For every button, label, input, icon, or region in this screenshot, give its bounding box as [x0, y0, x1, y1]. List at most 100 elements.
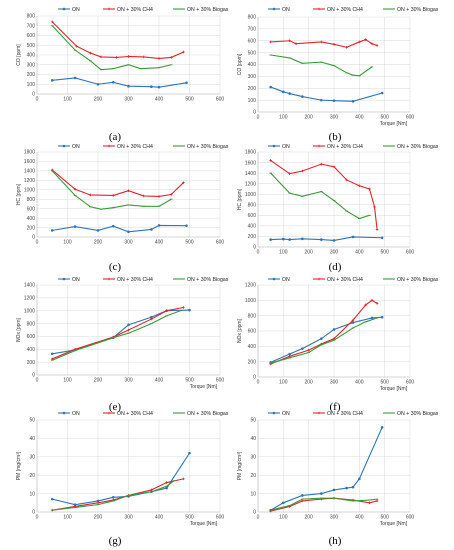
y-tick-label: 1400 — [245, 171, 256, 177]
series-line-1 — [270, 299, 378, 365]
y-tick-label: 1800 — [245, 150, 256, 156]
data-point — [127, 230, 130, 234]
data-point — [142, 55, 146, 59]
data-point — [351, 321, 355, 324]
data-point — [182, 181, 185, 184]
data-point — [320, 98, 323, 102]
legend-label: ON — [72, 144, 80, 150]
chart-c: 0 200 400 600 800 1000 1200 1400 1600 1800 0 100 200… — [16, 144, 229, 273]
data-point — [269, 40, 272, 44]
legend-marker — [272, 7, 276, 11]
y-tick-label: 40 — [250, 436, 256, 442]
data-point — [288, 238, 291, 241]
legend-label: ON + 30% Biogas — [187, 411, 229, 417]
data-point — [111, 194, 115, 197]
data-point — [50, 352, 54, 356]
y-tick-label: 1000 — [245, 298, 256, 304]
y-tick-label: 0 — [32, 373, 35, 379]
data-point — [185, 224, 188, 227]
y-tick-label: 1200 — [245, 181, 256, 187]
y-tick-label: 1400 — [24, 283, 35, 289]
x-tick-label: 600 — [216, 515, 225, 521]
legend-marker — [107, 144, 111, 148]
data-point — [142, 194, 146, 198]
legend-label: ON + 30% Biogas — [397, 411, 439, 417]
data-point — [73, 503, 77, 506]
legend-label: ON + 30% CH4 — [327, 411, 363, 417]
y-tick-label: 200 — [248, 359, 257, 365]
data-point — [127, 328, 130, 332]
data-point — [370, 316, 374, 320]
data-point — [169, 56, 173, 59]
x-tick-label: 500 — [380, 115, 389, 121]
y-tick-label: 1200 — [24, 296, 35, 302]
legend-marker — [62, 277, 66, 281]
legend-marker — [272, 411, 276, 415]
data-point — [96, 82, 100, 86]
x-axis-label: Torque [Nm] — [380, 386, 408, 392]
data-point — [368, 187, 371, 191]
y-tick-label: 20 — [29, 473, 35, 479]
x-tick-label: 400 — [155, 97, 164, 103]
x-tick-label: 600 — [216, 97, 225, 103]
data-point — [115, 56, 118, 59]
data-point — [351, 485, 355, 489]
y-tick-label: 600 — [248, 213, 257, 219]
data-point — [294, 42, 298, 46]
legend-label: ON + 30% CH4 — [117, 277, 153, 283]
panel-label: (c) — [109, 261, 122, 273]
x-axis-label: Torque [Nm] — [380, 521, 408, 527]
data-point — [320, 337, 323, 340]
panel-label: (a) — [109, 131, 122, 143]
y-axis-label: CO [ppm] — [237, 53, 243, 75]
x-tick-label: 400 — [355, 380, 364, 386]
y-tick-label: 1600 — [245, 160, 256, 166]
legend-label: ON + 30% Biogas — [187, 144, 229, 150]
data-point — [150, 317, 153, 321]
y-tick-label: 100 — [27, 82, 36, 88]
y-tick-label: 0 — [32, 510, 35, 516]
data-point — [150, 315, 153, 319]
legend-label: ON + 30% Biogas — [187, 7, 229, 13]
y-tick-label: 600 — [27, 206, 36, 212]
data-point — [75, 44, 78, 48]
legend: ON ON + 30% CH4 ON + 30% Biogas — [58, 411, 229, 417]
data-point — [307, 348, 310, 352]
legend-label: ON — [282, 277, 290, 283]
data-point — [127, 189, 130, 193]
data-point — [380, 236, 384, 240]
legend: ON ON + 30% CH4 ON + 30% Biogas — [268, 144, 439, 150]
data-point — [150, 488, 153, 492]
chart-d: 0 200 400 600 800 1000 1200 1400 1600 1800 0 100 200… — [237, 144, 439, 273]
legend: ON ON + 30% CH4 ON + 30% Biogas — [58, 7, 229, 13]
series-line-0 — [52, 77, 187, 88]
x-tick-label: 200 — [304, 380, 313, 386]
legend-label: ON + 30% CH4 — [117, 411, 153, 417]
x-tick-label: 600 — [216, 378, 225, 384]
x-tick-label: 300 — [124, 378, 133, 384]
data-point — [375, 302, 379, 305]
x-tick-label: 600 — [406, 380, 415, 386]
x-tick-label: 400 — [355, 250, 364, 256]
legend-label: ON + 30% Biogas — [187, 277, 229, 283]
series-line-1 — [51, 21, 184, 59]
legend-label: ON — [72, 7, 80, 13]
data-point — [364, 38, 367, 41]
x-tick-label: 0 — [36, 515, 39, 521]
y-tick-label: 50 — [29, 418, 35, 424]
data-point — [269, 238, 272, 241]
panel-label: (e) — [109, 401, 122, 413]
legend-marker — [317, 144, 321, 148]
data-point — [96, 501, 100, 505]
y-tick-label: 1400 — [24, 169, 35, 175]
data-point — [282, 90, 285, 94]
data-point — [345, 486, 348, 490]
y-tick-label: 1000 — [24, 308, 35, 314]
y-tick-label: 600 — [248, 329, 257, 335]
data-point — [288, 92, 291, 95]
y-tick-label: 30 — [29, 455, 35, 461]
x-tick-label: 200 — [94, 378, 103, 384]
y-tick-label: 400 — [27, 347, 36, 353]
x-tick-label: 300 — [330, 380, 339, 386]
data-point — [301, 169, 304, 173]
